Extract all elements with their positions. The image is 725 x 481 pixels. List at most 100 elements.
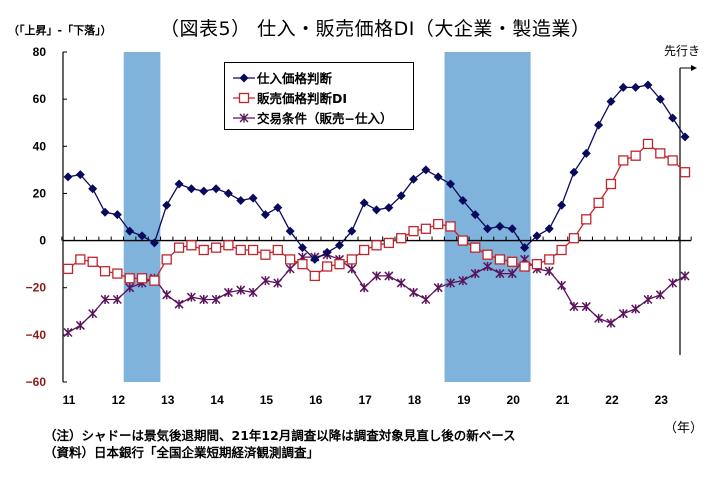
x-tick-label: 17 xyxy=(358,393,372,407)
data-point-input-price xyxy=(174,179,184,189)
data-point-terms-of-trade xyxy=(581,302,591,312)
data-point-output-price xyxy=(642,138,654,150)
data-point-output-price xyxy=(186,240,197,251)
data-point-terms-of-trade xyxy=(408,287,419,297)
data-point-input-price xyxy=(483,224,493,234)
data-point-output-price xyxy=(618,155,629,166)
data-point-output-price xyxy=(581,214,592,225)
data-point-output-price xyxy=(149,275,160,286)
data-point-input-price xyxy=(507,224,517,234)
data-point-output-price xyxy=(198,244,209,256)
data-point-terms-of-trade xyxy=(680,271,690,281)
data-point-input-price xyxy=(495,221,505,231)
recession-shade xyxy=(123,52,161,382)
data-point-terms-of-trade xyxy=(470,269,480,279)
legend-label: 販売価格判断DI xyxy=(257,91,348,106)
data-point-input-price xyxy=(594,120,604,130)
recession-shade xyxy=(444,52,531,382)
data-point-output-price xyxy=(260,249,271,260)
footnote-note: （注）シャドーは景気後退期間、21年12月調査以降は調査対象見直し後の新ベース xyxy=(44,428,516,443)
x-tick-label: 21 xyxy=(556,393,570,407)
data-point-input-price xyxy=(557,200,567,210)
data-point-output-price xyxy=(161,254,172,265)
data-point-terms-of-trade xyxy=(433,283,443,293)
data-point-output-price xyxy=(445,221,456,232)
data-point-output-price xyxy=(210,242,222,253)
data-point-output-price xyxy=(112,268,123,279)
y-tick-label: 20 xyxy=(33,186,47,200)
data-point-output-price xyxy=(223,240,234,251)
data-point-terms-of-trade xyxy=(421,294,431,305)
data-point-terms-of-trade xyxy=(88,309,98,319)
series-input-price xyxy=(63,80,690,264)
series-output-price xyxy=(62,138,691,286)
data-point-output-price xyxy=(433,218,444,230)
data-point-input-price xyxy=(643,80,653,90)
data-point-input-price xyxy=(260,210,270,220)
data-point-output-price xyxy=(247,244,259,256)
data-point-terms-of-trade xyxy=(458,276,468,286)
data-point-output-price xyxy=(383,237,394,249)
data-point-terms-of-trade xyxy=(544,266,554,276)
data-point-input-price xyxy=(149,238,159,248)
diamond-marker-icon xyxy=(233,73,255,82)
data-point-output-price xyxy=(507,256,518,267)
data-point-terms-of-trade xyxy=(63,327,73,338)
data-point-input-price xyxy=(372,205,381,215)
data-point-output-price xyxy=(87,256,98,267)
x-tick-label: 20 xyxy=(507,393,521,407)
data-point-input-price xyxy=(186,184,196,194)
y-tick-label: 60 xyxy=(33,92,47,106)
data-point-output-price xyxy=(124,273,135,284)
data-point-terms-of-trade xyxy=(75,320,85,330)
data-point-output-price xyxy=(667,155,678,166)
x-tick-label: 14 xyxy=(210,393,224,407)
data-point-output-price xyxy=(371,240,382,251)
legend-label: 仕入価格判断 xyxy=(257,71,333,86)
data-point-output-price xyxy=(321,261,333,272)
data-point-output-price xyxy=(297,258,308,270)
data-point-terms-of-trade xyxy=(162,290,172,300)
data-point-output-price xyxy=(75,254,86,265)
data-point-input-price xyxy=(63,172,73,182)
data-point-terms-of-trade xyxy=(396,278,406,288)
data-point-terms-of-trade xyxy=(569,302,579,312)
y-tick-label: −40 xyxy=(26,328,47,342)
x-tick-label: 15 xyxy=(260,393,274,407)
data-point-input-price xyxy=(569,167,579,177)
data-point-input-price xyxy=(433,172,443,182)
data-point-terms-of-trade xyxy=(359,283,369,293)
y-tick-label: 0 xyxy=(39,234,46,248)
legend-item-output-price: 販売価格判断DI xyxy=(233,88,347,107)
data-point-terms-of-trade xyxy=(100,294,110,305)
data-point-output-price xyxy=(62,263,74,275)
data-point-output-price xyxy=(334,258,345,270)
data-point-output-price xyxy=(630,150,641,161)
forecast-arrow-icon xyxy=(691,65,697,71)
series-line-terms-of-trade xyxy=(67,254,686,334)
data-point-terms-of-trade xyxy=(285,264,295,274)
data-point-input-price xyxy=(297,243,307,253)
data-point-output-price xyxy=(346,254,357,265)
data-point-terms-of-trade xyxy=(557,280,567,290)
footnote-source: （資料）日本銀行「全国企業短期経済観測調査」 xyxy=(44,445,320,460)
data-point-terms-of-trade xyxy=(668,278,678,288)
data-point-input-price xyxy=(75,170,85,180)
data-point-input-price xyxy=(606,97,616,106)
data-point-output-price xyxy=(359,244,370,256)
data-point-output-price xyxy=(470,242,481,253)
x-tick-label: 23 xyxy=(655,393,669,407)
data-point-input-price xyxy=(470,210,480,220)
data-point-terms-of-trade xyxy=(199,294,209,305)
data-point-terms-of-trade xyxy=(483,261,493,272)
data-point-terms-of-trade xyxy=(174,299,184,309)
data-point-input-price xyxy=(248,193,258,203)
data-point-output-price xyxy=(272,244,283,256)
data-point-input-price xyxy=(520,243,530,253)
data-point-terms-of-trade xyxy=(260,276,270,286)
data-point-input-price xyxy=(236,196,246,205)
data-point-terms-of-trade xyxy=(236,285,246,295)
data-point-output-price xyxy=(235,244,246,256)
data-point-terms-of-trade xyxy=(186,292,196,302)
data-point-output-price xyxy=(173,242,185,253)
